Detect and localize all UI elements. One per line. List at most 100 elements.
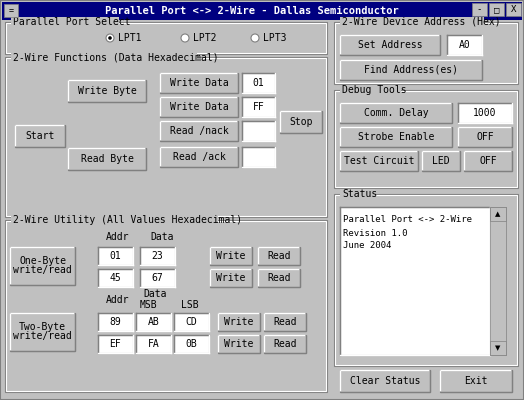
Text: Read: Read (273, 317, 297, 327)
Bar (340, 85, 401, 96)
Bar (4, 4, 18, 17)
Bar (11, 215, 218, 226)
Text: LPT2: LPT2 (193, 33, 216, 43)
Text: write/read: write/read (13, 266, 72, 276)
Text: 2-Wire Functions (Data Hexadecimal): 2-Wire Functions (Data Hexadecimal) (13, 52, 219, 62)
Text: 01: 01 (110, 251, 122, 261)
Text: OFF: OFF (476, 132, 494, 142)
Text: Read: Read (267, 251, 291, 261)
Text: Read Byte: Read Byte (81, 154, 134, 164)
Text: Exit: Exit (464, 376, 488, 386)
Bar (5, 57, 327, 217)
Text: EF: EF (110, 339, 122, 349)
Text: Start: Start (25, 131, 54, 141)
Text: Write Byte: Write Byte (78, 86, 136, 96)
Text: Parallel Port <-> 2-Wire - Dallas Semiconductor: Parallel Port <-> 2-Wire - Dallas Semico… (105, 6, 399, 16)
Bar (160, 73, 238, 93)
Bar (242, 97, 275, 117)
Bar (340, 17, 484, 28)
Bar (490, 207, 506, 221)
Text: Comm. Delay: Comm. Delay (364, 108, 428, 118)
Bar (458, 127, 512, 147)
Text: Addr: Addr (106, 295, 130, 305)
Text: LPT1: LPT1 (118, 33, 141, 43)
Text: 0B: 0B (185, 339, 198, 349)
Bar (242, 73, 275, 93)
Text: Write Data: Write Data (170, 78, 228, 88)
Bar (5, 22, 327, 54)
Bar (5, 220, 327, 392)
Bar (335, 195, 517, 365)
Text: 2-Wire Utility (All Values Hexadecimal): 2-Wire Utility (All Values Hexadecimal) (13, 215, 242, 225)
Bar (6, 58, 326, 216)
Bar (242, 121, 275, 141)
Bar (258, 247, 300, 265)
Bar (98, 269, 133, 287)
Text: Read: Read (267, 273, 291, 283)
Bar (11, 17, 119, 28)
Text: Clear Status: Clear Status (350, 376, 420, 386)
Text: 23: 23 (151, 251, 163, 261)
Bar (264, 335, 306, 353)
Text: X: X (511, 5, 516, 14)
Bar (140, 247, 175, 265)
Bar (447, 35, 482, 55)
Text: FA: FA (148, 339, 159, 349)
Bar (174, 335, 209, 353)
Bar (340, 207, 490, 355)
Bar (472, 3, 487, 16)
Text: A0: A0 (458, 40, 471, 50)
Bar (335, 23, 517, 83)
Bar (136, 313, 171, 331)
Bar (340, 370, 430, 392)
Bar (68, 148, 146, 170)
Bar (10, 313, 75, 351)
Text: ▼: ▼ (495, 345, 501, 351)
Bar (340, 189, 375, 200)
Text: Data: Data (150, 232, 174, 242)
Bar (98, 247, 133, 265)
Text: 45: 45 (110, 273, 122, 283)
Text: Two-Byte: Two-Byte (19, 322, 66, 332)
Bar (98, 335, 133, 353)
Text: ▲: ▲ (495, 211, 501, 217)
Text: Test Circuit: Test Circuit (344, 156, 414, 166)
Bar (218, 313, 260, 331)
Text: FF: FF (253, 102, 265, 112)
Text: 01: 01 (253, 78, 265, 88)
Text: Write Data: Write Data (170, 102, 228, 112)
Bar (506, 3, 521, 16)
Text: 1000: 1000 (473, 108, 497, 118)
Text: Debug Tools: Debug Tools (342, 85, 407, 95)
Bar (2, 2, 522, 20)
Circle shape (181, 34, 189, 42)
Text: =: = (8, 6, 14, 15)
Bar (218, 335, 260, 353)
Text: 2-Wire Device Address (Hex): 2-Wire Device Address (Hex) (342, 17, 500, 27)
Bar (440, 370, 512, 392)
Bar (160, 121, 238, 141)
Bar (334, 90, 518, 188)
Text: Stop: Stop (289, 117, 313, 127)
Circle shape (106, 34, 114, 42)
Bar (160, 97, 238, 117)
Text: Read /nack: Read /nack (170, 126, 228, 136)
Text: Data: Data (143, 289, 167, 299)
Bar (340, 35, 440, 55)
Bar (210, 247, 252, 265)
Bar (334, 194, 518, 366)
Bar (160, 147, 238, 167)
Text: OFF: OFF (479, 156, 497, 166)
Text: Revision 1.0: Revision 1.0 (343, 228, 408, 238)
Bar (280, 111, 322, 133)
Bar (140, 269, 175, 287)
Circle shape (251, 34, 259, 42)
Bar (15, 125, 65, 147)
Text: Write: Write (216, 251, 246, 261)
Bar (464, 151, 512, 171)
Text: Parallel Port Select: Parallel Port Select (13, 17, 130, 27)
Text: Addr: Addr (106, 232, 130, 242)
Bar (340, 151, 418, 171)
Text: June 2004: June 2004 (343, 242, 391, 250)
Bar (264, 313, 306, 331)
